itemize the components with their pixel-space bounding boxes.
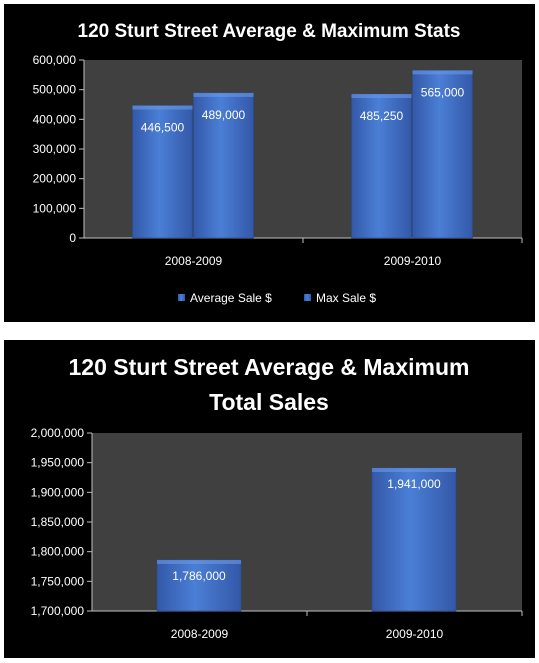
y-tick-label: 0 [69,231,76,245]
data-label: 446,500 [141,121,185,135]
y-tick-label: 1,900,000 [31,485,85,499]
bar [132,105,193,239]
y-tick-label: 1,750,000 [31,574,85,588]
chart-total-sales: 120 Sturt Street Average & Maximum Total… [31,354,523,641]
data-label: 489,000 [202,108,246,122]
plot-area [92,433,522,611]
chart-title-line-1: 120 Sturt Street Average & Maximum [69,354,470,380]
y-tick-label: 2,000,000 [31,426,85,440]
y-tick-label: 100,000 [33,201,77,215]
chart-title: 120 Sturt Street Average & Maximum Stats [78,21,461,42]
y-tick-label: 1,950,000 [31,456,85,470]
y-tick-label: 1,800,000 [31,545,85,559]
data-label: 485,250 [360,109,404,123]
x-tick-label: 2009-2010 [384,254,442,268]
data-label: 1,941,000 [387,477,441,491]
legend-label: Average Sale $ [190,291,272,305]
x-tick-label: 2008-2009 [171,627,229,641]
data-label: 565,000 [421,85,465,99]
chart-average-max-stats: 120 Sturt Street Average & Maximum Stats… [33,21,523,305]
chart-panel-average-max-stats: 120 Sturt Street Average & Maximum Stats… [4,4,535,322]
bar-top-highlight [157,559,241,564]
legend-swatch [178,294,185,301]
bar [371,467,457,612]
y-tick-label: 500,000 [33,83,77,97]
y-tick-label: 300,000 [33,142,77,156]
bar-top-highlight [193,92,254,97]
x-tick-label: 2009-2010 [386,627,444,641]
bar [156,559,242,612]
bar-top-highlight [372,468,456,473]
y-tick-label: 200,000 [33,172,77,186]
x-tick-label: 2008-2009 [165,254,223,268]
y-tick-label: 1,700,000 [31,604,85,618]
bar [193,92,254,239]
bar-top-highlight [351,94,412,99]
chart-panel-total-sales: 120 Sturt Street Average & Maximum Total… [4,340,535,658]
data-label: 1,786,000 [172,569,226,583]
chart-title-line-2: Total Sales [209,389,329,415]
y-tick-label: 1,850,000 [31,515,85,529]
y-tick-label: 400,000 [33,112,77,126]
legend-label: Max Sale $ [316,291,376,305]
bar-top-highlight [412,70,473,75]
y-tick-label: 600,000 [33,53,77,67]
legend-swatch [304,294,311,301]
bar-top-highlight [132,105,193,110]
